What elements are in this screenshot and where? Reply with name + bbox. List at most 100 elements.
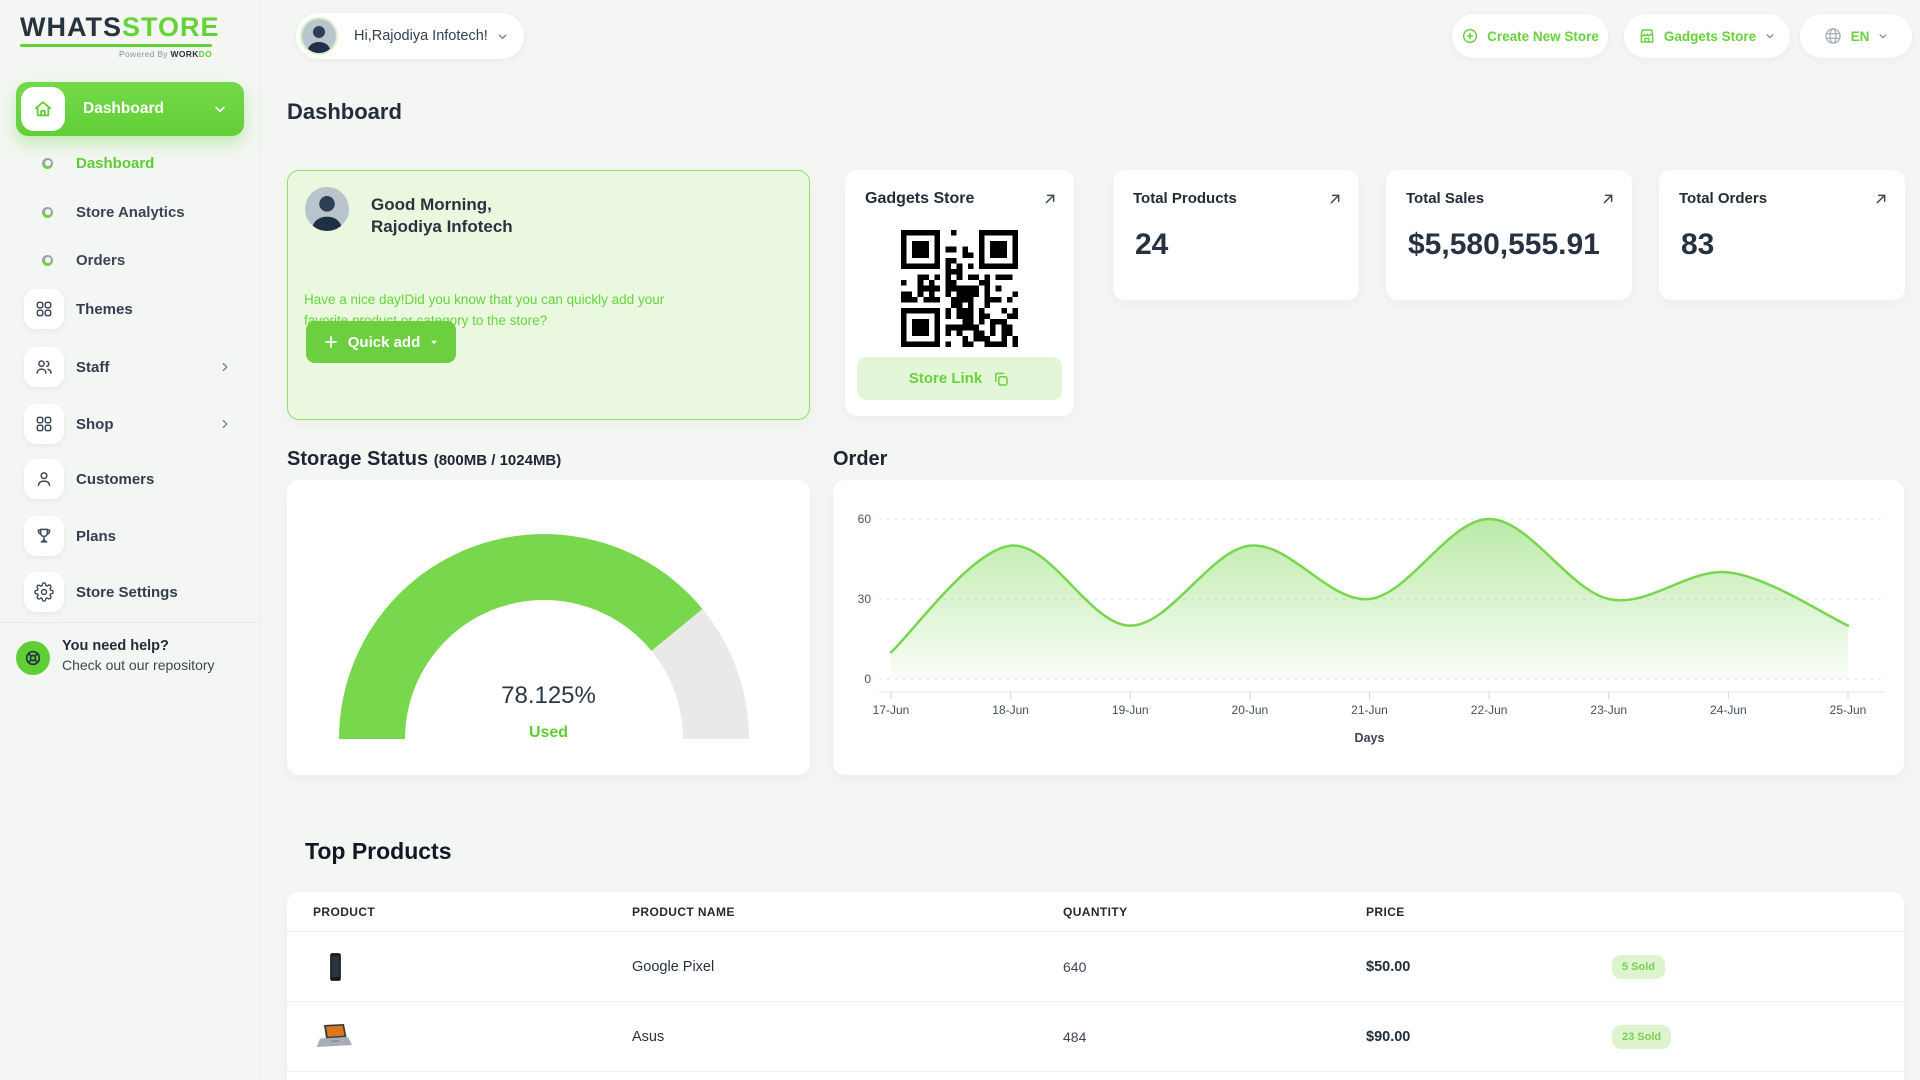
sidebar-item-plans[interactable]: Plans <box>0 510 260 562</box>
svg-text:25-Jun: 25-Jun <box>1830 703 1867 717</box>
grid-icon <box>24 404 64 444</box>
store-qr-card: Gadgets Store Store Link <box>845 170 1074 416</box>
sidebar-item-staff[interactable]: Staff <box>0 341 260 393</box>
brand-wordmark: WHATSSTORE <box>20 12 219 42</box>
stat-card-total-products: Total Products 24 <box>1113 170 1359 300</box>
profile-menu[interactable]: Hi,Rajodiya Infotech! <box>296 13 524 59</box>
svg-text:23-Jun: 23-Jun <box>1590 703 1627 717</box>
sidebar-group-dashboard[interactable]: Dashboard <box>16 82 244 136</box>
bullet-ring-icon <box>42 254 53 266</box>
column-header: PRODUCT NAME <box>632 904 735 919</box>
arrow-up-right-icon[interactable] <box>1327 191 1343 207</box>
storage-usage: (800MB / 1024MB) <box>433 452 562 469</box>
svg-text:24-Jun: 24-Jun <box>1710 703 1747 717</box>
greeting-line2: Rajodiya Infotech <box>371 217 513 236</box>
avatar <box>305 187 349 231</box>
quick-add-button[interactable]: Quick add <box>306 321 456 363</box>
sidebar-item-shop[interactable]: Shop <box>0 398 260 450</box>
storage-used-label: Used <box>528 724 569 741</box>
table-header-row: PRODUCT PRODUCT NAME QUANTITY PRICE <box>287 892 1904 932</box>
column-header: PRODUCT <box>313 904 376 919</box>
svg-text:20-Jun: 20-Jun <box>1232 703 1269 717</box>
svg-text:0: 0 <box>864 672 871 686</box>
order-section-title: Order <box>833 448 887 471</box>
store-switcher-label: Gadgets Store <box>1663 28 1757 44</box>
stat-value: 24 <box>1135 228 1169 261</box>
plus-circle-icon <box>1461 27 1479 45</box>
sidebar-item-label: Staff <box>76 358 110 376</box>
storage-title: Storage Status <box>287 448 429 470</box>
store-link-button[interactable]: Store Link <box>857 357 1062 400</box>
arrow-up-right-icon[interactable] <box>1873 191 1889 207</box>
chevron-right-icon <box>218 417 232 431</box>
arrow-up-right-icon[interactable] <box>1042 191 1058 207</box>
stat-card-total-sales: Total Sales $5,580,555.91 <box>1386 170 1632 300</box>
svg-text:60: 60 <box>858 512 872 526</box>
create-new-store-label: Create New Store <box>1487 28 1599 44</box>
sidebar-item-label: Plans <box>76 527 117 545</box>
caret-down-icon <box>429 337 439 347</box>
svg-text:30: 30 <box>858 592 872 606</box>
storage-gauge <box>339 534 749 739</box>
help-link[interactable]: You need help? Check out our repository <box>16 638 246 675</box>
profile-label: Hi,Rajodiya Infotech! <box>354 28 488 44</box>
sidebar-item-store-settings[interactable]: Store Settings <box>0 566 260 618</box>
order-title: Order <box>833 448 888 470</box>
order-chart-card: 0 30 60 17-Jun 18-Jun 19-Jun 20-Jun 21-Jun 22-Ju… <box>833 480 1904 775</box>
table-row: Google Pixel 640 $50.00 5 Sold <box>287 932 1904 1002</box>
greeting-card: Good Morning, Rajodiya Infotech Have a n… <box>287 170 810 420</box>
svg-text:19-Jun: 19-Jun <box>1112 703 1149 717</box>
table-row: Asus 484 $90.00 23 Sold <box>287 1002 1904 1072</box>
powered-by: Powered By WORKDO <box>20 49 212 59</box>
language-label: EN <box>1850 28 1870 44</box>
sidebar: WHATSSTORE Powered By WORKDO Dashboard D… <box>0 0 260 1080</box>
sidebar-group-label: Dashboard <box>83 100 164 117</box>
sold-badge: 23 Sold <box>1612 1024 1672 1049</box>
powered-work: WORK <box>170 49 199 59</box>
powered-do: DO <box>198 49 212 59</box>
sidebar-item-label: Customers <box>76 470 155 488</box>
sidebar-item-customers[interactable]: Customers <box>0 453 260 505</box>
brand-logo[interactable]: WHATSSTORE Powered By WORKDO <box>20 12 219 59</box>
storage-percent: 78.125% <box>501 682 596 709</box>
sidebar-item-store-analytics[interactable]: Store Analytics <box>0 188 260 236</box>
stat-label: Total Sales <box>1406 190 1485 207</box>
sidebar-item-label: Themes <box>76 300 133 318</box>
quick-add-label: Quick add <box>347 333 421 351</box>
column-header: QUANTITY <box>1063 904 1128 919</box>
arrow-up-right-icon[interactable] <box>1600 191 1616 207</box>
product-price: $50.00 <box>1366 958 1411 975</box>
brand-whats: WHATS <box>20 12 122 42</box>
sidebar-item-dashboard[interactable]: Dashboard <box>0 139 260 187</box>
help-subtitle: Check out our repository <box>62 657 215 673</box>
chevron-down-icon <box>1764 30 1776 42</box>
sidebar-item-label: Store Settings <box>76 583 178 601</box>
home-icon <box>21 87 65 131</box>
sidebar-item-orders[interactable]: Orders <box>0 236 260 284</box>
sidebar-item-themes[interactable]: Themes <box>0 283 260 335</box>
plus-icon <box>323 334 339 350</box>
svg-text:22-Jun: 22-Jun <box>1471 703 1508 717</box>
product-name: Asus <box>632 1028 665 1045</box>
product-quantity: 484 <box>1063 1028 1087 1045</box>
help-title: You need help? <box>62 638 169 654</box>
trophy-icon <box>24 516 64 556</box>
svg-text:21-Jun: 21-Jun <box>1351 703 1388 717</box>
storage-section-title: Storage Status (800MB / 1024MB) <box>287 448 561 471</box>
gear-icon <box>24 572 64 612</box>
language-selector[interactable]: EN <box>1800 14 1912 58</box>
create-new-store-button[interactable]: Create New Store <box>1452 14 1608 58</box>
stat-value: $5,580,555.91 <box>1408 228 1600 261</box>
store-switcher-button[interactable]: Gadgets Store <box>1624 14 1790 58</box>
stat-label: Total Products <box>1133 190 1237 207</box>
sidebar-divider <box>0 622 260 623</box>
bullet-ring-icon <box>42 206 53 218</box>
powered-prefix: Powered By <box>119 49 171 59</box>
svg-text:17-Jun: 17-Jun <box>873 703 910 717</box>
product-image-phone <box>313 952 357 982</box>
life-buoy-icon <box>16 641 50 675</box>
sidebar-item-label: Dashboard <box>76 154 155 172</box>
greeting-line1: Good Morning, <box>371 195 492 214</box>
sidebar-item-label: Store Analytics <box>76 203 185 221</box>
sidebar-item-label: Shop <box>76 415 114 433</box>
